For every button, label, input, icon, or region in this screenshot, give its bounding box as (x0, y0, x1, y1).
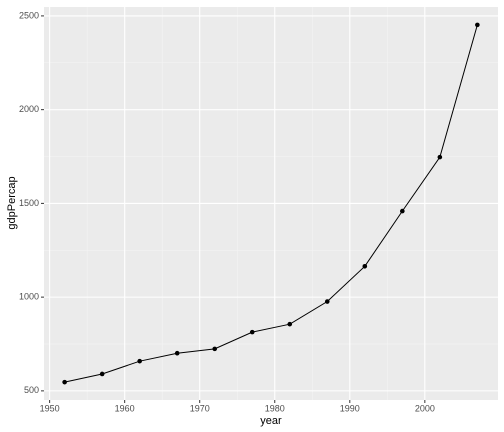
point (174, 350, 180, 356)
point (287, 321, 293, 327)
x-tick-label: 2000 (415, 403, 435, 413)
y-tick-label: 1500 (19, 198, 39, 208)
x-tick-label: 1970 (190, 403, 210, 413)
point (437, 154, 443, 160)
point (99, 371, 105, 377)
y-axis-title: gdpPercap (6, 176, 18, 229)
point (212, 346, 218, 352)
x-tick-label: 1990 (340, 403, 360, 413)
point (362, 264, 368, 269)
point (249, 329, 255, 335)
point (400, 208, 405, 214)
line (64, 24, 478, 383)
y-tick-label: 2000 (19, 104, 39, 114)
y-tick-label: 2500 (19, 10, 39, 20)
y-tick-label: 1000 (19, 292, 39, 302)
point (137, 358, 142, 364)
x-tick-label: 1980 (265, 403, 285, 413)
point (324, 299, 330, 304)
x-axis-title: year (260, 415, 282, 427)
x-tick-label: 1950 (40, 403, 60, 413)
x-tick-label: 1960 (115, 403, 135, 413)
point (475, 22, 480, 28)
y-tick-label: 500 (24, 385, 39, 395)
point (62, 379, 67, 385)
